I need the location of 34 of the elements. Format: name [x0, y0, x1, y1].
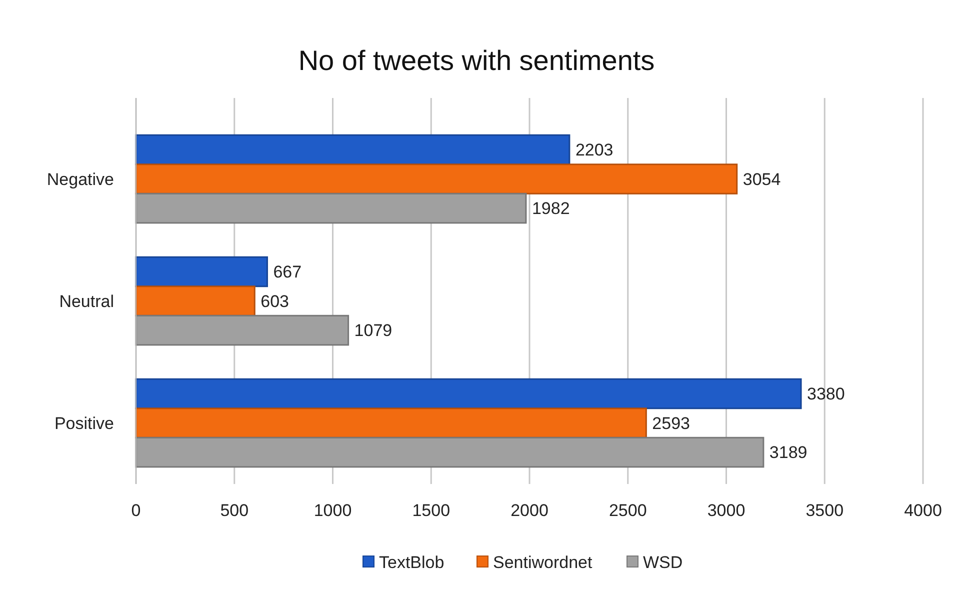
data-label: 2593	[652, 414, 690, 433]
data-label: 3189	[769, 443, 808, 462]
y-tick-label: Neutral	[59, 292, 114, 311]
bar	[135, 286, 256, 316]
x-tick-label: 2500	[608, 501, 647, 520]
data-label: 667	[273, 262, 302, 282]
x-tick-label: 1500	[412, 501, 450, 520]
legend-label: Sentiwordnet	[493, 552, 593, 572]
bar	[135, 134, 570, 166]
x-tick-label: 3000	[707, 501, 746, 520]
bar	[135, 164, 738, 194]
bar	[135, 408, 647, 438]
data-label: 1982	[532, 199, 570, 218]
bar	[135, 378, 802, 410]
x-tick-label: 2000	[510, 501, 548, 520]
bar	[135, 314, 350, 346]
data-label: 1079	[354, 321, 392, 340]
bar	[135, 192, 527, 224]
x-tick-label: 4000	[904, 501, 942, 520]
data-label: 2203	[575, 140, 614, 160]
x-tick-label: 0	[131, 501, 141, 520]
bar	[135, 436, 764, 468]
legend-label: WSD	[643, 552, 683, 572]
y-tick-label: Negative	[46, 170, 114, 189]
bar	[135, 256, 268, 288]
legend-label: TextBlob	[379, 552, 444, 572]
data-label: 3054	[742, 170, 781, 189]
chart-title: No of tweets with sentiments	[298, 45, 655, 76]
data-label: 603	[260, 292, 290, 311]
x-tick-label: 3500	[806, 501, 844, 520]
x-tick-label: 1000	[314, 501, 352, 520]
y-tick-label: Positive	[54, 414, 114, 433]
x-tick-label: 500	[220, 501, 249, 520]
data-label: 3380	[807, 384, 845, 404]
